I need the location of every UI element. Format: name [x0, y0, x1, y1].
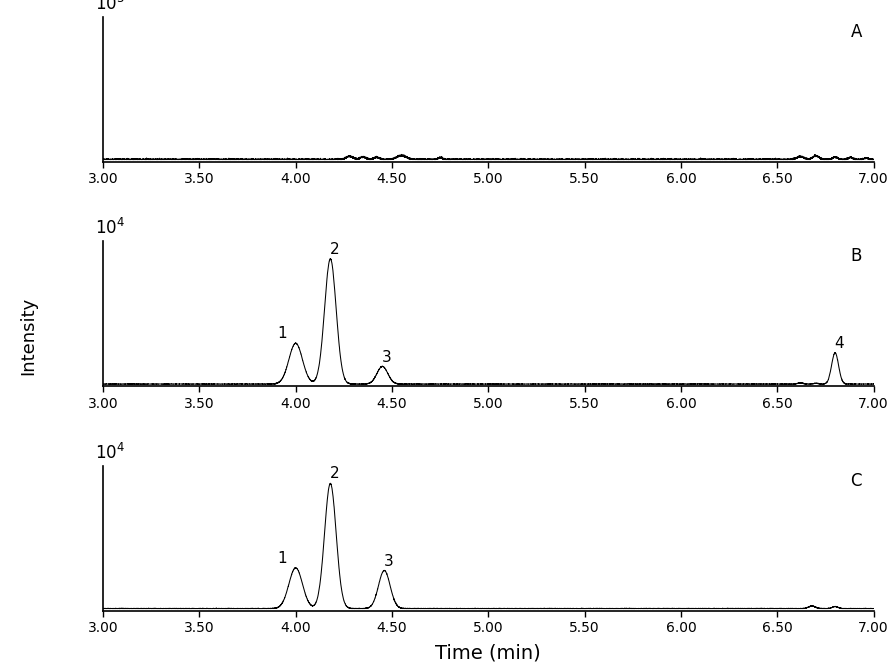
Text: 1: 1	[278, 326, 287, 342]
X-axis label: Time (min): Time (min)	[435, 643, 541, 662]
Text: 2: 2	[330, 466, 339, 481]
Text: A: A	[850, 23, 862, 40]
Text: 4: 4	[834, 336, 844, 352]
Text: C: C	[850, 472, 862, 490]
Text: $10^4$: $10^4$	[95, 218, 125, 238]
Text: 3: 3	[383, 350, 392, 365]
Text: 3: 3	[384, 554, 394, 569]
Text: 1: 1	[278, 551, 287, 566]
Text: B: B	[850, 247, 862, 265]
Text: $10^4$: $10^4$	[95, 443, 125, 463]
Text: 2: 2	[330, 242, 339, 257]
Text: Intensity: Intensity	[20, 297, 38, 374]
Text: $10^3$: $10^3$	[95, 0, 125, 14]
